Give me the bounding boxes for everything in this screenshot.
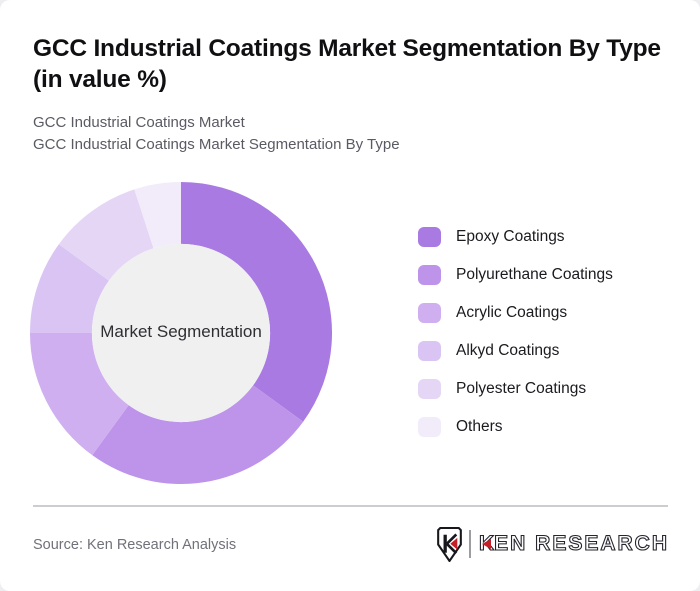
legend-item: Polyester Coatings (418, 379, 613, 399)
legend-swatch (418, 341, 441, 361)
legend-swatch (418, 227, 441, 247)
legend-item: Alkyd Coatings (418, 341, 613, 361)
legend-label: Polyester Coatings (456, 380, 587, 397)
legend-item: Acrylic Coatings (418, 303, 613, 323)
donut-center-label: Market Segmentation (100, 322, 262, 341)
page-title-line2: (in value %) (33, 66, 167, 93)
legend-label: Polyurethane Coatings (456, 266, 613, 283)
legend-label: Others (456, 418, 503, 435)
red-triangle-icon (482, 539, 492, 549)
chart-legend: Epoxy Coatings Polyurethane Coatings Acr… (418, 227, 613, 455)
brand-rest: EN RESEARCH (494, 531, 669, 555)
logo-separator (468, 530, 471, 558)
legend-item: Others (418, 417, 613, 437)
ken-research-shield-icon (437, 526, 462, 562)
donut-chart (30, 182, 332, 484)
donut-segment-3 (30, 244, 109, 333)
subtitle-line2: GCC Industrial Coatings Market Segmentat… (33, 135, 400, 153)
donut-segment-0 (181, 182, 332, 422)
footer-divider (33, 505, 668, 507)
legend-label: Alkyd Coatings (456, 342, 560, 359)
legend-swatch (418, 303, 441, 323)
donut-center-circle (91, 243, 271, 423)
ken-research-logo: K EN RESEARCH (437, 526, 669, 562)
legend-label: Epoxy Coatings (456, 228, 565, 245)
donut-segment-2 (30, 333, 129, 456)
legend-swatch (418, 265, 441, 285)
page-title: GCC Industrial Coatings Market Segmentat… (33, 33, 672, 95)
legend-swatch (418, 417, 441, 437)
legend-swatch (418, 379, 441, 399)
legend-item: Epoxy Coatings (418, 227, 613, 247)
donut-segment-5 (134, 182, 181, 249)
legend-label: Acrylic Coatings (456, 304, 568, 321)
page-subtitle: GCC Industrial Coatings Market GCC Indus… (33, 112, 400, 155)
donut-segment-1 (92, 385, 304, 484)
legend-item: Polyurethane Coatings (418, 265, 613, 285)
source-text: Source: Ken Research Analysis (33, 537, 237, 553)
subtitle-line1: GCC Industrial Coatings Market (33, 114, 245, 131)
brand-wordmark: K EN RESEARCH (478, 531, 669, 556)
donut-chart-area: Market Segmentation (30, 182, 332, 484)
page-title-line1: GCC Industrial Coatings Market Segmentat… (33, 35, 661, 62)
donut-segment-4 (58, 189, 154, 281)
